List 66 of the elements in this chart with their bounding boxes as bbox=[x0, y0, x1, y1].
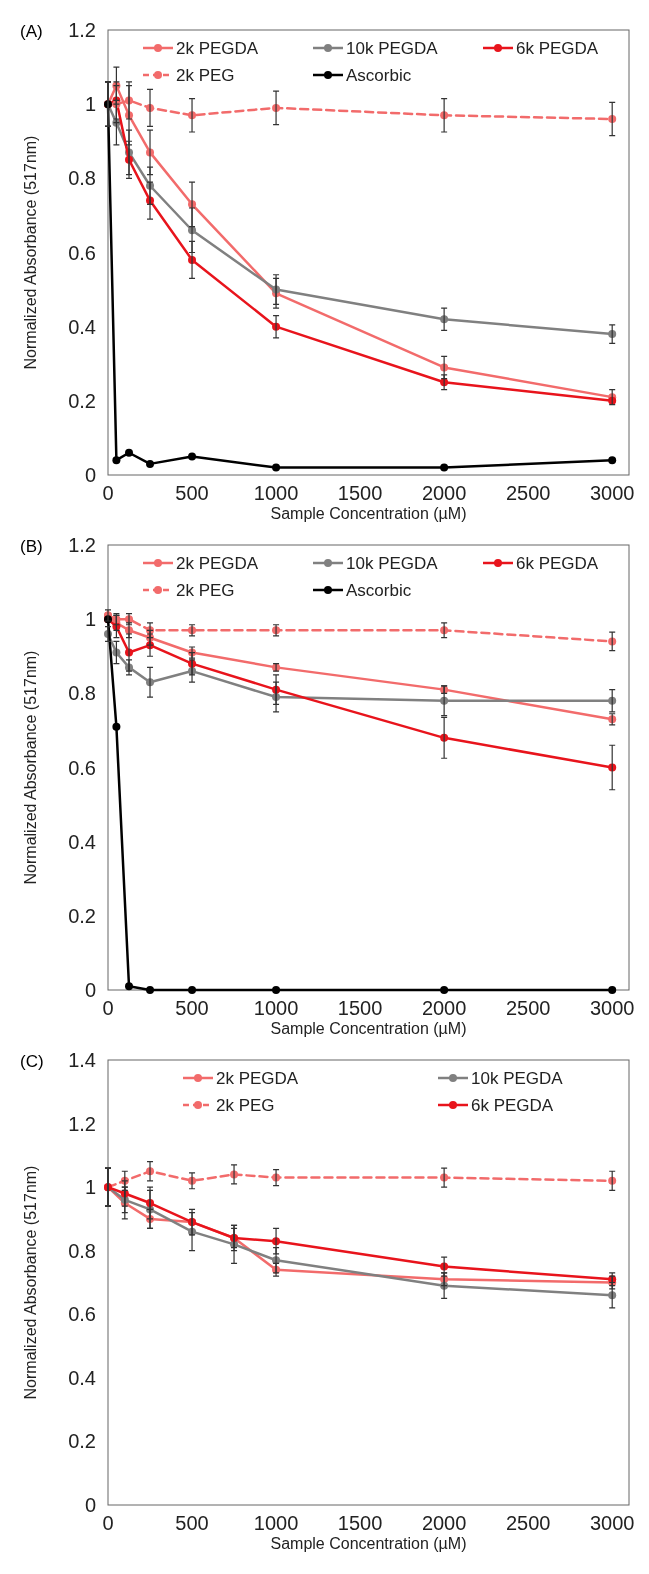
x-tick-label: 2000 bbox=[421, 1512, 467, 1534]
x-tick-label: 500 bbox=[175, 482, 209, 504]
legend-label: 6k PEGDA bbox=[471, 1095, 554, 1115]
y-tick-label: 0.4 bbox=[68, 1366, 96, 1389]
y-axis-title: Normalized Absorbance (517nm) bbox=[22, 650, 39, 885]
y-tick-label: 0 bbox=[84, 1494, 96, 1516]
chart-title: (C) bbox=[20, 1052, 44, 1071]
y-tick-label: 0.8 bbox=[68, 682, 96, 705]
legend-label: 10k PEGDA bbox=[346, 38, 439, 58]
legend-label: Ascorbic bbox=[346, 65, 412, 85]
y-tick-label: 0 bbox=[84, 979, 96, 1001]
x-tick-label: 0 bbox=[102, 482, 114, 504]
y-tick-label: 1.4 bbox=[68, 1049, 96, 1071]
y-tick-label: 0.4 bbox=[68, 315, 96, 338]
legend-label: 10k PEGDA bbox=[471, 1068, 564, 1088]
y-tick-label: 1 bbox=[84, 608, 96, 631]
legend-label: 2k PEGDA bbox=[176, 38, 259, 58]
y-axis-title: Normalized Absorbance (517nm) bbox=[22, 135, 39, 370]
legend-label: 2k PEG bbox=[176, 65, 235, 85]
y-tick-label: 0.8 bbox=[68, 1239, 96, 1262]
legend-label: 2k PEG bbox=[216, 1095, 275, 1115]
x-tick-label: 1000 bbox=[253, 1512, 299, 1534]
y-tick-label: 0.2 bbox=[68, 904, 96, 927]
x-tick-label: 500 bbox=[175, 1512, 209, 1534]
x-tick-label: 1500 bbox=[337, 997, 383, 1019]
y-tick-label: 1 bbox=[84, 93, 96, 116]
x-tick-label: 2000 bbox=[421, 482, 467, 504]
legend-label: 2k PEG bbox=[176, 580, 235, 600]
y-tick-label: 0.2 bbox=[68, 389, 96, 412]
legend-label: 6k PEGDA bbox=[516, 553, 599, 573]
x-axis-title: Sample Concentration (µM) bbox=[270, 505, 467, 522]
x-tick-label: 1000 bbox=[253, 997, 299, 1019]
x-axis-title: Sample Concentration (µM) bbox=[270, 1535, 467, 1552]
y-tick-label: 0.6 bbox=[68, 756, 96, 779]
x-tick-label: 1000 bbox=[253, 482, 299, 504]
chart-title: (A) bbox=[20, 22, 43, 41]
y-tick-label: 0 bbox=[84, 464, 96, 486]
x-axis-title: Sample Concentration (µM) bbox=[270, 1020, 467, 1037]
legend-label: 6k PEGDA bbox=[516, 38, 599, 58]
y-tick-label: 0.2 bbox=[68, 1430, 96, 1453]
x-tick-label: 0 bbox=[102, 997, 114, 1019]
legend-label: 2k PEGDA bbox=[176, 553, 259, 573]
x-tick-label: 500 bbox=[175, 997, 209, 1019]
y-tick-label: 1.2 bbox=[68, 534, 96, 556]
x-tick-label: 2500 bbox=[505, 997, 551, 1019]
y-tick-label: 0.4 bbox=[68, 830, 96, 853]
x-tick-label: 2000 bbox=[421, 997, 467, 1019]
legend-label: 10k PEGDA bbox=[346, 553, 439, 573]
y-tick-label: 0.6 bbox=[68, 241, 96, 264]
x-tick-label: 3000 bbox=[589, 997, 635, 1019]
y-tick-label: 0.6 bbox=[68, 1303, 96, 1326]
x-tick-label: 1500 bbox=[337, 1512, 383, 1534]
legend-label: Ascorbic bbox=[346, 580, 412, 600]
y-axis-title: Normalized Absorbance (517nm) bbox=[22, 1165, 39, 1400]
y-tick-label: 1.2 bbox=[68, 19, 96, 41]
legend-label: 2k PEGDA bbox=[216, 1068, 299, 1088]
y-tick-label: 0.8 bbox=[68, 167, 96, 190]
x-tick-label: 3000 bbox=[589, 482, 635, 504]
y-tick-label: 1 bbox=[84, 1176, 96, 1199]
x-tick-label: 3000 bbox=[589, 1512, 635, 1534]
x-tick-label: 0 bbox=[102, 1512, 114, 1534]
y-tick-label: 1.2 bbox=[68, 1112, 96, 1135]
x-tick-label: 1500 bbox=[337, 482, 383, 504]
chart-title: (B) bbox=[20, 537, 43, 556]
x-tick-label: 2500 bbox=[505, 1512, 551, 1534]
x-tick-label: 2500 bbox=[505, 482, 551, 504]
